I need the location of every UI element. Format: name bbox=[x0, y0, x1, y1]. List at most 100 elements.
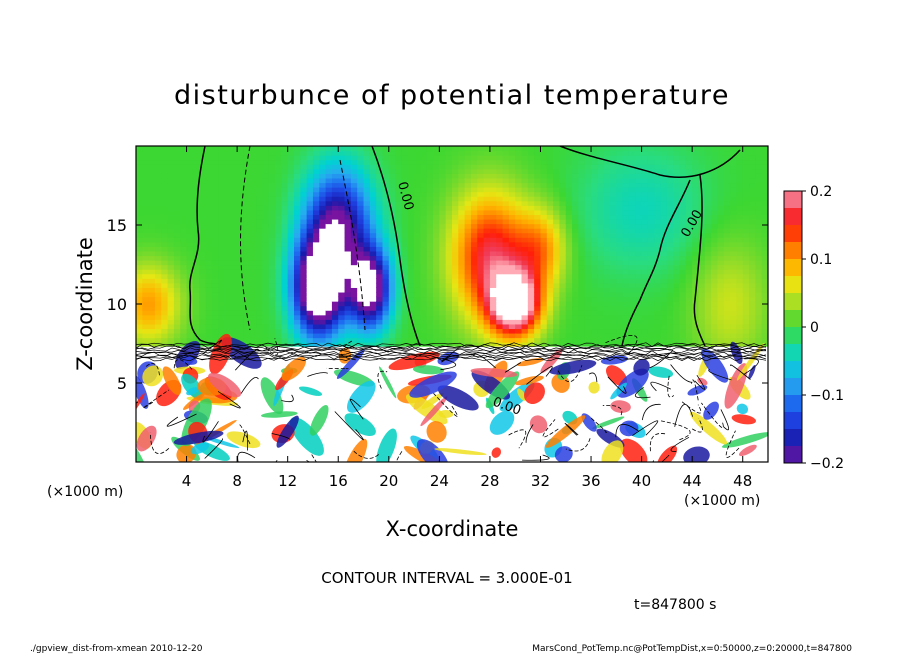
field-cell bbox=[458, 155, 466, 161]
field-cell bbox=[312, 218, 320, 225]
field-cell bbox=[319, 168, 327, 174]
field-cell bbox=[641, 155, 649, 161]
field-cell bbox=[723, 177, 731, 184]
lower-contour bbox=[670, 436, 690, 452]
field-cell bbox=[445, 146, 453, 152]
field-cell bbox=[749, 278, 756, 284]
field-cell bbox=[704, 269, 712, 275]
field-cell bbox=[496, 228, 504, 234]
field-cell bbox=[312, 209, 320, 216]
field-cell bbox=[230, 146, 238, 152]
field-cell bbox=[142, 332, 150, 339]
field-cell bbox=[565, 146, 573, 152]
field-cell bbox=[749, 146, 756, 152]
field-cell bbox=[230, 214, 238, 220]
convective-blob bbox=[554, 446, 573, 462]
field-cell bbox=[489, 150, 497, 156]
field-cell bbox=[559, 278, 567, 284]
field-cell bbox=[243, 291, 251, 298]
field-cell bbox=[325, 228, 333, 234]
field-cell bbox=[312, 337, 320, 343]
field-cell bbox=[483, 342, 491, 348]
field-cell bbox=[546, 342, 554, 348]
field-cell bbox=[628, 155, 636, 161]
field-cell bbox=[761, 214, 768, 220]
field-cell bbox=[692, 182, 700, 188]
field-cell bbox=[654, 177, 662, 184]
field-cell bbox=[698, 164, 706, 170]
field-cell bbox=[515, 287, 523, 293]
field-cell bbox=[717, 164, 725, 170]
field-cell bbox=[401, 191, 409, 197]
field-cell bbox=[660, 323, 668, 330]
field-cell bbox=[597, 328, 605, 334]
field-cell bbox=[597, 182, 605, 188]
field-cell bbox=[679, 287, 687, 293]
field-cell bbox=[610, 237, 617, 243]
field-cell bbox=[287, 155, 295, 161]
field-cell bbox=[395, 319, 403, 325]
field-cell bbox=[496, 182, 504, 188]
field-cell bbox=[281, 278, 289, 284]
field-cell bbox=[199, 182, 207, 188]
field-cell bbox=[483, 296, 491, 302]
field-cell bbox=[230, 246, 238, 252]
field-cell bbox=[559, 328, 567, 334]
field-cell bbox=[616, 196, 624, 202]
field-cell bbox=[407, 209, 415, 216]
field-cell bbox=[508, 342, 516, 348]
field-cell bbox=[666, 260, 674, 266]
field-cell bbox=[331, 209, 339, 216]
convective-blob bbox=[738, 444, 757, 457]
field-cell bbox=[148, 314, 156, 320]
field-cell bbox=[249, 310, 257, 316]
field-cell bbox=[540, 177, 548, 184]
field-cell bbox=[186, 168, 194, 174]
field-cell bbox=[572, 228, 579, 234]
field-cell bbox=[433, 314, 440, 320]
field-cell bbox=[325, 260, 333, 266]
field-cell bbox=[559, 319, 567, 325]
field-cell bbox=[268, 273, 276, 279]
field-cell bbox=[376, 191, 384, 197]
field-cell bbox=[673, 164, 681, 170]
colorbar-swatch bbox=[784, 259, 802, 277]
field-cell bbox=[477, 232, 485, 238]
field-cell bbox=[243, 196, 251, 202]
field-cell bbox=[376, 214, 384, 220]
field-cell bbox=[527, 250, 535, 257]
field-cell bbox=[167, 255, 175, 261]
field-cell bbox=[420, 218, 428, 225]
field-cell bbox=[205, 305, 213, 311]
convective-blob bbox=[648, 366, 674, 378]
field-cell bbox=[338, 146, 346, 152]
field-cell bbox=[647, 205, 655, 211]
field-cell bbox=[616, 177, 624, 184]
field-cell bbox=[717, 278, 725, 284]
field-cell bbox=[154, 168, 162, 174]
field-cell bbox=[268, 291, 276, 298]
field-cell bbox=[237, 182, 245, 188]
field-cell bbox=[205, 337, 213, 343]
lower-contour bbox=[340, 340, 356, 361]
field-cell bbox=[433, 187, 440, 193]
lower-contour bbox=[522, 454, 550, 461]
field-cell bbox=[136, 191, 143, 197]
field-cell bbox=[414, 146, 421, 152]
field-cell bbox=[723, 310, 731, 316]
field-cell bbox=[325, 342, 333, 348]
field-cell bbox=[692, 164, 700, 170]
field-cell bbox=[148, 223, 156, 229]
field-cell bbox=[521, 314, 529, 320]
field-cell bbox=[578, 273, 586, 279]
field-cell bbox=[312, 164, 320, 170]
field-cell bbox=[622, 177, 630, 184]
field-cell bbox=[401, 260, 409, 266]
field-cell bbox=[243, 282, 251, 288]
field-cell bbox=[388, 173, 396, 179]
field-cell bbox=[730, 214, 737, 220]
field-cell bbox=[660, 209, 668, 216]
field-cell bbox=[464, 337, 472, 343]
field-cell bbox=[635, 314, 643, 320]
